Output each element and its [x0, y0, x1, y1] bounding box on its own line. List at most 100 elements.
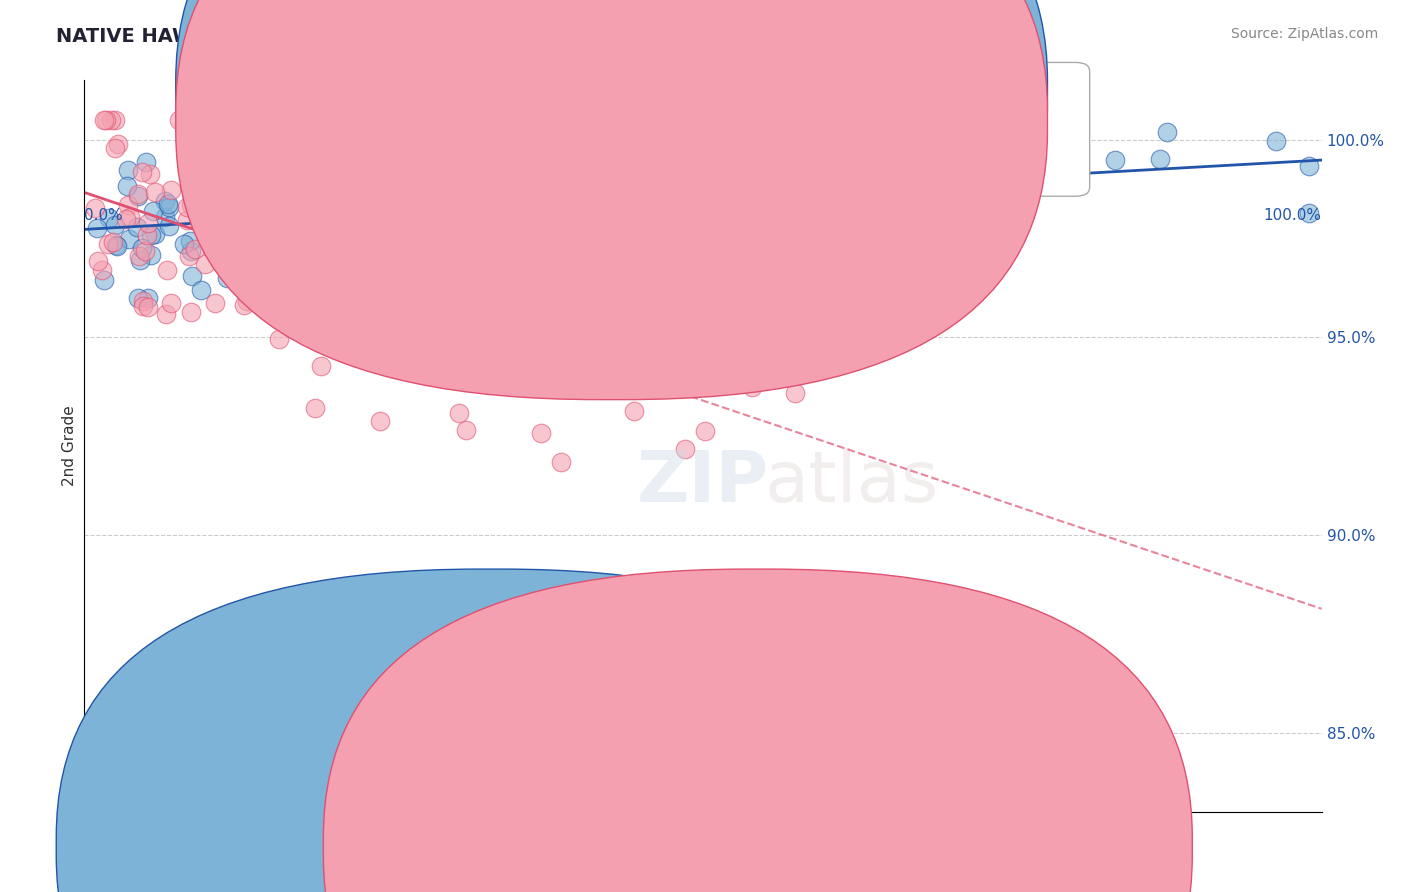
Text: R = -0.447   N =  87: R = -0.447 N = 87: [637, 112, 804, 129]
Point: [83, 201, 105, 215]
Point: [131, 164, 153, 178]
Point: [101, 235, 124, 250]
Point: [765, 221, 787, 235]
Point: [93, 273, 115, 287]
Point: [290, 203, 312, 218]
Point: [236, 161, 259, 175]
Point: [1156, 125, 1178, 139]
Point: [297, 154, 319, 169]
Point: [550, 194, 572, 208]
Point: [132, 299, 155, 313]
Point: [281, 174, 304, 188]
Point: [128, 253, 150, 268]
Point: [245, 285, 267, 299]
Point: [332, 237, 354, 252]
Point: [215, 270, 238, 285]
Point: [693, 424, 716, 438]
Point: [623, 404, 645, 418]
Point: [538, 315, 561, 329]
Point: [181, 174, 204, 188]
Point: [98, 211, 121, 226]
Point: [270, 211, 292, 225]
Point: [311, 146, 333, 161]
Point: [673, 442, 696, 456]
Point: [568, 237, 591, 252]
Point: [107, 136, 129, 151]
Point: [143, 227, 166, 242]
Point: [444, 303, 467, 318]
Point: [621, 240, 644, 254]
Point: [515, 211, 537, 225]
Point: [157, 200, 180, 214]
Point: [527, 278, 550, 293]
Point: [118, 232, 141, 246]
Point: [451, 254, 474, 268]
Point: [226, 216, 249, 230]
Point: [97, 236, 120, 251]
Point: [155, 263, 177, 277]
Point: [283, 242, 305, 256]
Point: [100, 112, 122, 127]
Text: NATIVE HAWAIIAN VS IMMIGRANTS FROM IRAN 2ND GRADE CORRELATION CHART: NATIVE HAWAIIAN VS IMMIGRANTS FROM IRAN …: [56, 27, 946, 45]
Point: [1149, 152, 1171, 166]
Point: [117, 163, 139, 178]
Point: [269, 332, 291, 346]
Point: [204, 295, 226, 310]
Point: [399, 265, 422, 279]
Point: [269, 212, 291, 227]
Point: [370, 414, 392, 428]
Point: [381, 174, 404, 188]
Text: ZIP: ZIP: [637, 448, 769, 517]
Point: [231, 229, 253, 244]
Point: [104, 112, 127, 127]
Point: [156, 197, 179, 211]
Point: [270, 206, 292, 220]
Point: [159, 295, 181, 310]
Point: [229, 204, 252, 219]
Point: [368, 183, 391, 197]
Point: [322, 210, 344, 224]
Point: [517, 211, 540, 225]
Point: [254, 208, 277, 222]
Point: [173, 117, 195, 131]
Point: [131, 240, 153, 254]
Point: [250, 177, 273, 191]
Point: [530, 425, 553, 440]
Point: [304, 401, 326, 416]
Point: [233, 298, 256, 312]
Point: [145, 185, 167, 199]
Point: [87, 253, 110, 268]
Point: [344, 203, 367, 218]
Point: [160, 183, 183, 197]
Point: [396, 169, 419, 183]
Point: [686, 331, 709, 345]
Point: [477, 208, 499, 222]
Point: [229, 184, 252, 198]
Point: [139, 248, 162, 262]
Point: [406, 202, 429, 217]
Point: [1104, 153, 1126, 167]
Point: [132, 293, 155, 308]
Point: [117, 198, 139, 212]
Point: [1056, 163, 1078, 178]
Point: [572, 207, 595, 221]
Point: [508, 206, 530, 220]
Point: [194, 257, 217, 271]
Point: [153, 210, 176, 224]
Point: [90, 262, 112, 277]
Point: [115, 178, 138, 193]
Point: [813, 182, 835, 196]
Point: [177, 249, 200, 263]
Point: [173, 237, 195, 252]
Point: [190, 283, 212, 297]
Point: [366, 165, 388, 179]
Point: [482, 322, 505, 336]
Point: [277, 207, 299, 221]
Point: [689, 353, 711, 368]
Point: [319, 268, 342, 283]
Point: [207, 193, 229, 207]
Point: [176, 200, 198, 214]
Point: [155, 307, 177, 321]
Point: [783, 386, 806, 401]
Point: [318, 194, 340, 209]
